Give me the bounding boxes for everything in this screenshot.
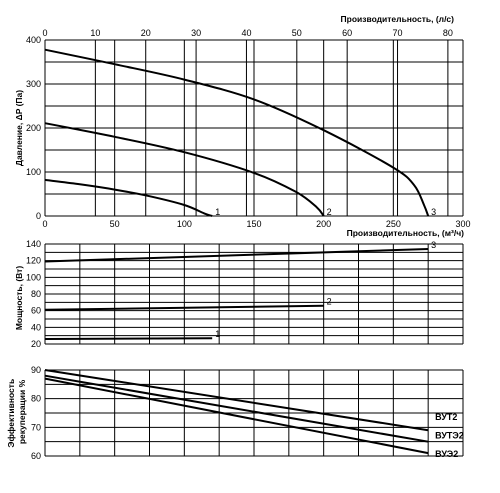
series-p0-2 <box>44 122 325 217</box>
bottom-axis-tick-0: 0 <box>42 219 47 229</box>
pressure-tick-2: 200 <box>26 123 41 133</box>
pressure-tick-3: 300 <box>26 79 41 89</box>
series-label-p0-3: 3 <box>431 207 436 217</box>
grid-lines <box>44 39 464 457</box>
pressure-tick-1: 100 <box>26 167 41 177</box>
top-axis-tick-1: 10 <box>90 28 100 38</box>
bottom-axis-tick-5: 250 <box>386 219 401 229</box>
efficiency-axis-title-line1: Эффективность <box>6 379 16 448</box>
series-label-p2-ВУЭ2: ВУЭ2 <box>435 449 458 459</box>
series-label-p1-3: 3 <box>431 240 436 250</box>
panel2-tick-3: 90 <box>31 365 41 375</box>
series-p0-1 <box>44 178 213 217</box>
panel1-tick-4: 100 <box>26 272 41 282</box>
panel2-tick-0: 60 <box>31 451 41 461</box>
series-p2-ВУЭ2 <box>44 377 429 455</box>
panel1-tick-6: 140 <box>26 239 41 249</box>
series-lines <box>44 48 430 455</box>
top-axis-tick-0: 0 <box>42 28 47 38</box>
panel1-tick-3: 80 <box>31 289 41 299</box>
bottom-axis-tick-3: 150 <box>246 219 261 229</box>
series-p0-3 <box>44 48 430 217</box>
panel1-tick-5: 120 <box>26 256 41 266</box>
top-axis-title: Производительность, (л/с) <box>341 14 455 24</box>
bottom-axis-tick-1: 50 <box>110 219 120 229</box>
top-axis-tick-8: 80 <box>443 28 453 38</box>
series-p2-ВУТЭ2 <box>44 374 429 443</box>
top-axis-tick-2: 20 <box>141 28 151 38</box>
pressure-axis-title: Давление, ΔP (Па) <box>14 90 24 166</box>
bottom-axis-tick-4: 200 <box>316 219 331 229</box>
series-labels: 1 2 3 1 2 3 ВУТ2 ВУТЭ2 ВУЭ2 <box>215 207 464 459</box>
series-label-p0-1: 1 <box>215 207 220 217</box>
panel2-tick-2: 80 <box>31 394 41 404</box>
bottom-axis-tick-2: 100 <box>177 219 192 229</box>
top-axis-tick-5: 50 <box>292 28 302 38</box>
top-axis-tick-3: 30 <box>191 28 201 38</box>
tick-labels: 0 10 20 30 40 50 60 70 80 0 50 100 150 200 250 300 0 100 2… <box>26 28 471 461</box>
efficiency-axis-title: Эффективность рекуперации % <box>6 376 27 447</box>
series-label-p2-ВУТ2: ВУТ2 <box>435 412 457 422</box>
pressure-tick-4: 400 <box>26 35 41 45</box>
bottom-axis-title: Производительность, (м³/ч) <box>347 228 465 238</box>
series-label-p1-2: 2 <box>327 297 332 307</box>
series-p1-2 <box>44 304 324 311</box>
bottom-axis-tick-6: 300 <box>455 219 470 229</box>
panel2-tick-1: 70 <box>31 422 41 432</box>
pressure-tick-0: 0 <box>36 211 41 221</box>
panel1-tick-2: 60 <box>31 306 41 316</box>
top-axis-tick-7: 70 <box>393 28 403 38</box>
series-p1-1 <box>44 337 213 340</box>
efficiency-axis-title-line2: рекуперации % <box>17 379 27 444</box>
panel1-tick-0: 20 <box>31 339 41 349</box>
series-label-p0-2: 2 <box>327 207 332 217</box>
power-axis-title: Мощность, (Вт) <box>14 266 24 331</box>
series-label-p1-1: 1 <box>215 329 220 339</box>
top-axis-tick-4: 40 <box>241 28 251 38</box>
series-p2-ВУТ2 <box>44 369 429 432</box>
top-axis-tick-6: 60 <box>342 28 352 38</box>
series-p1-3 <box>44 248 429 263</box>
panel1-tick-1: 40 <box>31 322 41 332</box>
series-label-p2-ВУТЭ2: ВУТЭ2 <box>435 431 464 441</box>
